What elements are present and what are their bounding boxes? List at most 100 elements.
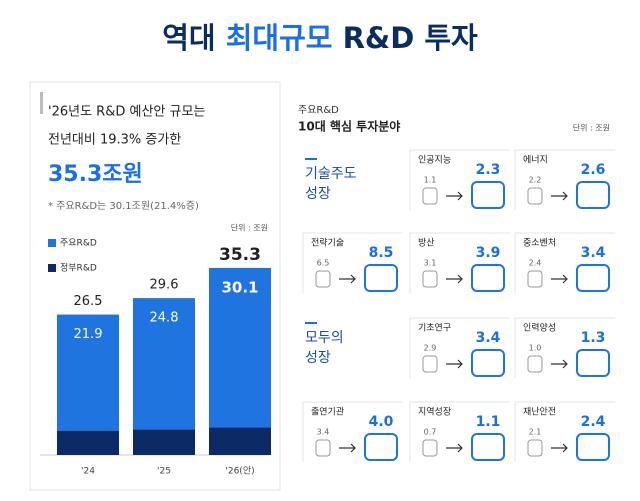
summary-line: '26년도 R&D 예산안 규모는 bbox=[48, 105, 205, 120]
item-name: 인력양성 bbox=[523, 322, 556, 334]
icon-small bbox=[527, 355, 543, 373]
icon-large bbox=[576, 264, 610, 292]
item-name: 전략기술 bbox=[311, 237, 344, 249]
title-suffix: R&D 투자 bbox=[343, 21, 478, 55]
icon-small bbox=[315, 439, 331, 457]
icon-large bbox=[364, 433, 398, 461]
item-after: 1.1 bbox=[476, 414, 501, 430]
group-dash bbox=[305, 158, 317, 160]
item-after: 2.3 bbox=[476, 162, 501, 178]
item-before: 2.1 bbox=[529, 428, 542, 437]
item-after: 3.4 bbox=[581, 245, 606, 261]
legend-label: 정부R&D bbox=[60, 263, 97, 274]
icon-large bbox=[471, 349, 505, 377]
item-name: 방산 bbox=[418, 238, 435, 249]
quote-mark bbox=[40, 92, 43, 114]
icon-large bbox=[471, 264, 505, 292]
item-name: 지역성장 bbox=[418, 407, 451, 418]
icon-small bbox=[422, 439, 438, 457]
arrow bbox=[446, 191, 463, 201]
icon-small bbox=[422, 187, 438, 205]
segment-label: 30.1 bbox=[221, 278, 258, 296]
item-before: 1.1 bbox=[424, 176, 437, 185]
bar-segment bbox=[133, 429, 195, 455]
item-after: 2.4 bbox=[581, 414, 606, 430]
item-name: 에너지 bbox=[523, 155, 548, 166]
icon-large bbox=[576, 349, 610, 377]
icon-small bbox=[527, 439, 543, 457]
arrow bbox=[339, 274, 356, 284]
cell-frame bbox=[514, 317, 615, 378]
summary-amount: 35.3조원 bbox=[48, 162, 143, 187]
cell-frame bbox=[514, 149, 615, 210]
item-name: 중소벤처 bbox=[523, 237, 556, 249]
icon-large bbox=[364, 264, 398, 292]
item-before: 3.1 bbox=[424, 259, 437, 268]
x-tick-label: '24 bbox=[81, 467, 95, 477]
bar-segment bbox=[57, 314, 119, 431]
x-tick-label: '26(안) bbox=[225, 466, 254, 477]
title-prefix: 역대 bbox=[162, 21, 215, 55]
cell-frame bbox=[302, 401, 403, 462]
item-after: 4.0 bbox=[369, 414, 394, 430]
group-label: 성장 bbox=[305, 350, 331, 366]
bar-segment bbox=[209, 427, 271, 455]
title-highlight: 최대규모 bbox=[226, 21, 333, 55]
arrow bbox=[339, 443, 356, 453]
total-label: 35.3 bbox=[219, 245, 261, 265]
item-before: 6.5 bbox=[317, 259, 330, 268]
segment-label: 24.8 bbox=[150, 311, 179, 326]
panel-unit: 단위 : 조원 bbox=[573, 123, 610, 133]
item-before: 2.4 bbox=[529, 259, 542, 268]
title: 역대 최대규모 R&D 투자 bbox=[162, 21, 478, 55]
panel-label: 주요R&D bbox=[298, 105, 339, 116]
legend-swatch bbox=[48, 239, 56, 247]
legend-label: 주요R&D bbox=[60, 238, 97, 249]
item-name: 기초연구 bbox=[418, 323, 451, 334]
segment-label: 21.9 bbox=[74, 327, 103, 342]
x-tick-label: '25 bbox=[157, 467, 171, 477]
total-label: 29.6 bbox=[150, 278, 179, 293]
bar-segment bbox=[57, 430, 119, 455]
icon-large bbox=[471, 433, 505, 461]
icon-large bbox=[576, 181, 610, 209]
item-after: 2.6 bbox=[581, 162, 606, 178]
unit: 단위 : 조원 bbox=[231, 223, 268, 233]
icon-large bbox=[576, 433, 610, 461]
cell-frame bbox=[409, 317, 510, 378]
cell-frame bbox=[514, 232, 615, 293]
arrow bbox=[551, 359, 568, 369]
item-name: 인공지능 bbox=[418, 155, 451, 166]
arrow bbox=[551, 274, 568, 284]
item-before: 3.4 bbox=[317, 428, 330, 437]
icon-small bbox=[422, 270, 438, 288]
item-name: 출연기관 bbox=[311, 407, 344, 418]
cell-frame bbox=[514, 401, 615, 462]
group-dash bbox=[305, 322, 317, 324]
summary-line: 전년대비 19.3% 증가한 bbox=[48, 133, 181, 148]
arrow bbox=[551, 191, 568, 201]
item-after: 1.3 bbox=[581, 330, 606, 346]
icon-small bbox=[315, 270, 331, 288]
panel-heading: 10대 핵심 투자분야 bbox=[298, 119, 400, 134]
summary-note: * 주요R&D는 30.1조원(21.4%증) bbox=[48, 200, 199, 212]
arrow bbox=[551, 443, 568, 453]
bar-segment bbox=[209, 267, 271, 428]
arrow bbox=[446, 274, 463, 284]
item-after: 8.5 bbox=[369, 245, 394, 261]
item-before: 2.2 bbox=[529, 176, 542, 185]
cell-frame bbox=[302, 232, 403, 293]
group-label: 기술주도 bbox=[305, 166, 357, 182]
arrow bbox=[446, 359, 463, 369]
item-before: 1.0 bbox=[529, 344, 542, 353]
item-before: 2.9 bbox=[424, 344, 437, 353]
cell-frame bbox=[409, 401, 510, 462]
item-after: 3.9 bbox=[476, 245, 501, 261]
icon-small bbox=[527, 187, 543, 205]
group-label: 성장 bbox=[305, 186, 331, 202]
icon-large bbox=[471, 181, 505, 209]
bar-segment bbox=[133, 298, 195, 430]
item-name: 재난안전 bbox=[523, 407, 556, 418]
